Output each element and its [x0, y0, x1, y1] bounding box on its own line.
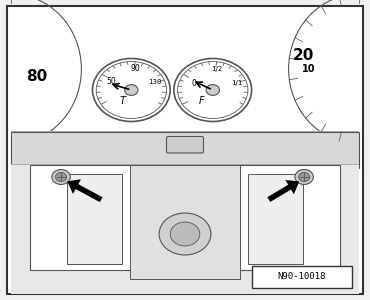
Bar	[11, 165, 359, 294]
Circle shape	[125, 85, 138, 95]
Text: 20: 20	[293, 48, 314, 63]
Circle shape	[52, 169, 70, 184]
Bar	[248, 174, 303, 264]
FancyBboxPatch shape	[252, 266, 352, 288]
Text: F: F	[199, 95, 205, 106]
Circle shape	[174, 58, 252, 122]
Bar	[30, 165, 340, 270]
Circle shape	[96, 61, 166, 118]
Circle shape	[159, 213, 211, 255]
Circle shape	[92, 58, 170, 122]
Text: 1/2: 1/2	[211, 65, 222, 71]
Circle shape	[299, 172, 310, 182]
Bar	[11, 132, 359, 168]
Text: T: T	[119, 95, 125, 106]
FancyBboxPatch shape	[166, 136, 204, 153]
Bar	[67, 174, 122, 264]
Text: 80: 80	[26, 69, 48, 84]
Text: 130: 130	[149, 79, 162, 85]
Text: 10: 10	[302, 64, 316, 74]
Text: 1/1: 1/1	[231, 80, 242, 86]
Bar	[11, 130, 359, 135]
FancyArrowPatch shape	[67, 179, 102, 202]
FancyArrowPatch shape	[268, 180, 299, 202]
Text: 0: 0	[192, 79, 197, 88]
Text: N90-10018: N90-10018	[278, 272, 326, 281]
Circle shape	[170, 222, 200, 246]
Bar	[11, 164, 359, 168]
Circle shape	[56, 172, 67, 182]
Circle shape	[295, 169, 313, 184]
Circle shape	[206, 85, 219, 95]
Text: 90: 90	[130, 64, 140, 73]
Text: 50: 50	[106, 77, 116, 86]
Circle shape	[178, 61, 248, 118]
Bar	[130, 165, 240, 279]
